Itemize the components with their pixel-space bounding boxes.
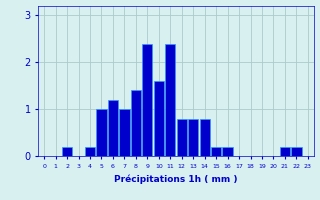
Bar [291, 147, 301, 156]
Bar [280, 147, 290, 156]
Bar [188, 118, 198, 156]
Bar [165, 44, 175, 156]
Bar [119, 109, 130, 156]
Bar [142, 44, 153, 156]
Bar [199, 118, 210, 156]
Bar [108, 100, 118, 156]
Bar [177, 118, 187, 156]
X-axis label: Précipitations 1h ( mm ): Précipitations 1h ( mm ) [114, 174, 238, 184]
Bar [96, 109, 107, 156]
Bar [85, 147, 95, 156]
Bar [222, 147, 233, 156]
Bar [154, 81, 164, 156]
Bar [62, 147, 72, 156]
Bar [131, 90, 141, 156]
Bar [211, 147, 221, 156]
